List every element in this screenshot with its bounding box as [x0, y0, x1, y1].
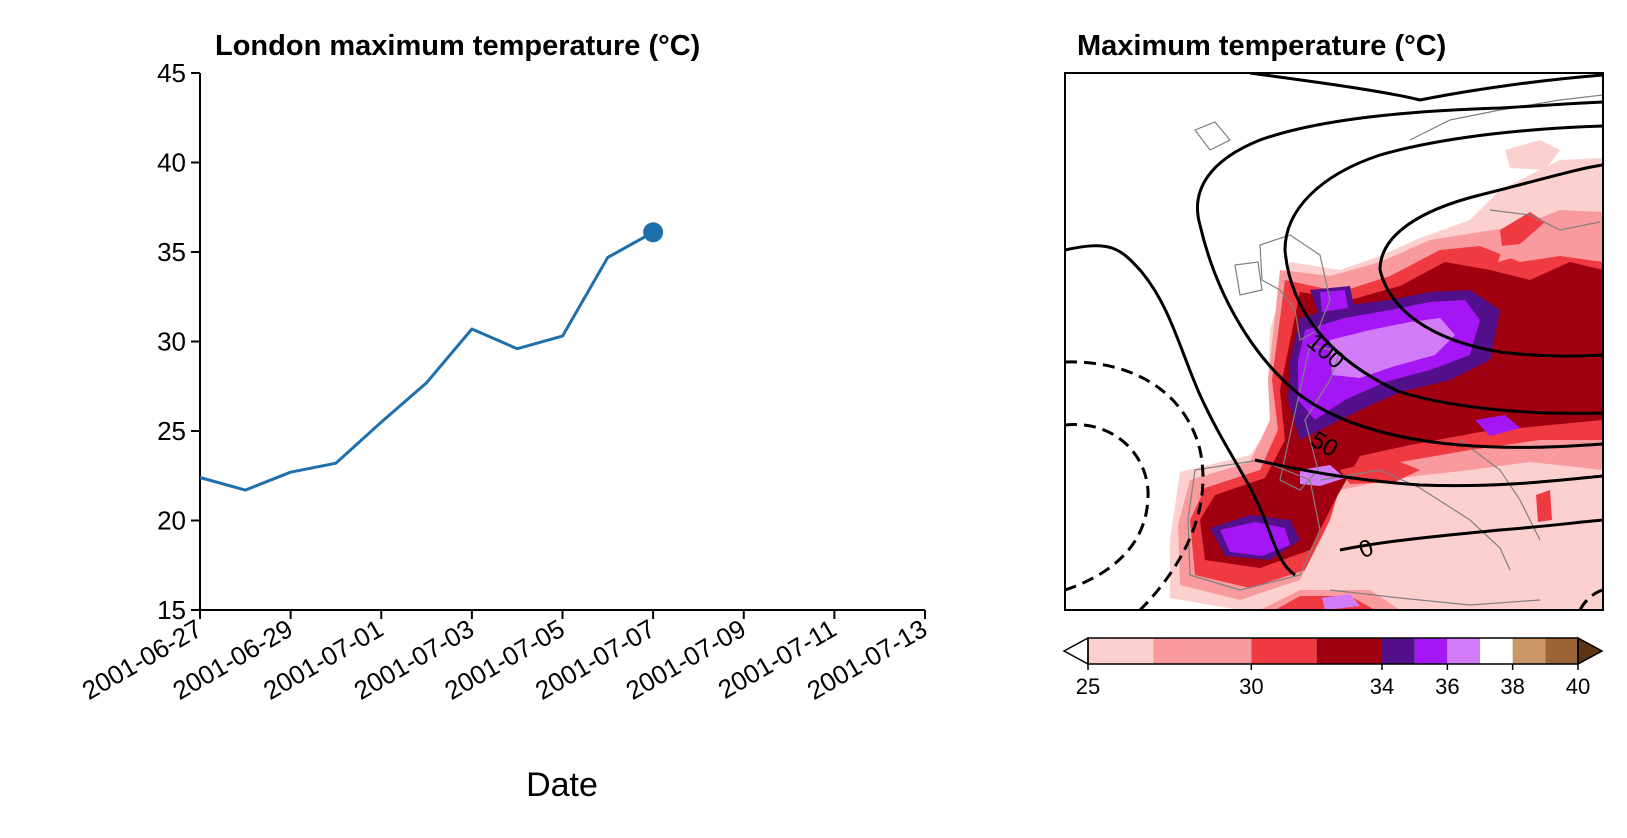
y-tick-label: 25	[157, 416, 186, 446]
temp-patch-baltic	[1498, 225, 1560, 262]
contour-line-top	[1249, 73, 1603, 102]
colorbar-extend-low	[1062, 636, 1089, 666]
contour-line-3b	[1198, 224, 1603, 449]
temp-band-35-italy	[1475, 415, 1520, 436]
temp-patch-sardinia	[1536, 490, 1552, 522]
colorbar-segment	[1153, 638, 1252, 664]
map-field: 100 50 0	[1065, 73, 1603, 610]
colorbar-segment	[1545, 638, 1578, 664]
temperature-map: Maximum temperature (°C)	[1062, 30, 1604, 699]
contour-lines	[1065, 73, 1603, 577]
y-tick-label: 15	[157, 595, 186, 625]
coast-baltic	[1489, 209, 1601, 231]
coast-france-west	[1279, 344, 1341, 491]
colorbar-tick-label: 40	[1566, 674, 1590, 699]
contour-line-1	[1378, 163, 1603, 271]
colorbar-segment	[1088, 638, 1154, 664]
line-series	[199, 222, 664, 492]
temp-band-25-scandinavia	[1505, 140, 1560, 170]
colorbar-frame	[1087, 637, 1579, 665]
coast-scandinavia	[1409, 94, 1603, 141]
x-axis-label: Date	[526, 766, 598, 804]
coast-north-africa	[1329, 589, 1541, 606]
contour-line-outer	[1065, 244, 1296, 577]
temp-patch-denmark	[1500, 212, 1545, 246]
latest-point-marker	[643, 222, 664, 243]
y-ticks: 15 20 25 30 35 40 45	[157, 58, 200, 625]
colorbar-tick-label: 34	[1370, 674, 1394, 699]
coast-ireland	[1234, 261, 1263, 296]
colorbar: 25 30 34 36 38 40	[1062, 636, 1604, 699]
temp-band-36-south	[1322, 594, 1360, 610]
contour-line-0	[1339, 518, 1603, 552]
contour-line-2b	[1283, 249, 1603, 415]
coast-mediterranean	[1319, 469, 1511, 571]
line-chart: London maximum temperature (°C) 15 20 25 30…	[77, 30, 932, 804]
colorbar-segment	[1447, 638, 1480, 664]
dashed-contours	[1065, 360, 1603, 610]
colorbar-segment	[1512, 638, 1546, 664]
dashed-contour-corner	[1578, 588, 1603, 610]
contour-line-1b	[1378, 269, 1603, 358]
temp-band-35-iberia	[1220, 522, 1290, 556]
map-title: Maximum temperature (°C)	[1077, 30, 1446, 62]
map-frame	[1064, 72, 1604, 611]
colorbar-segment	[1251, 638, 1317, 664]
colorbar-tick-label: 38	[1500, 674, 1524, 699]
coast-iberia	[1187, 459, 1321, 591]
line-chart-title: London maximum temperature (°C)	[215, 30, 700, 62]
temp-patch-gulf	[1340, 458, 1420, 484]
temp-band-36	[1330, 318, 1455, 378]
colorbar-segment	[1382, 638, 1415, 664]
colorbar-tick-label: 30	[1239, 674, 1263, 699]
contour-line-2	[1283, 124, 1603, 251]
x-ticks: 2001-06-272001-06-292001-07-012001-07-03…	[77, 610, 932, 706]
y-tick-label: 45	[157, 58, 186, 88]
colorbar-segment	[1480, 638, 1513, 664]
coastlines	[1187, 94, 1603, 606]
colorbar-tick-label: 25	[1076, 674, 1100, 699]
temperature-field	[1170, 140, 1603, 610]
y-tick-label: 35	[157, 237, 186, 267]
contour-line-south	[1254, 458, 1603, 488]
y-tick-label: 20	[157, 506, 186, 536]
contour-line-3	[1196, 100, 1603, 226]
coast-faroe	[1194, 121, 1231, 151]
series-line	[199, 230, 654, 492]
y-tick-label: 30	[157, 327, 186, 357]
y-tick-label: 40	[157, 148, 186, 178]
colorbar-segment	[1316, 638, 1382, 664]
colorbar-tick-label: 36	[1435, 674, 1459, 699]
dashed-contour-inner	[1065, 422, 1150, 592]
colorbar-segment	[1414, 638, 1448, 664]
colorbar-extend-high	[1577, 636, 1604, 666]
dashed-contour-outer	[1065, 360, 1205, 610]
coast-britain	[1259, 234, 1331, 341]
